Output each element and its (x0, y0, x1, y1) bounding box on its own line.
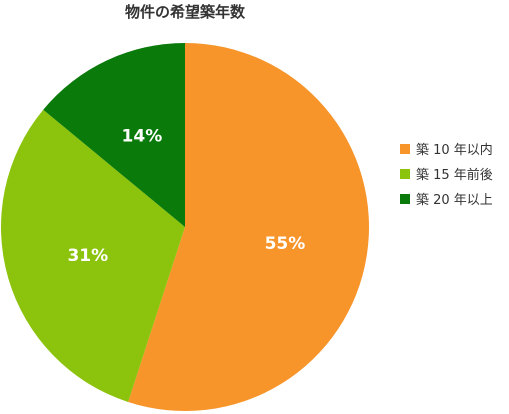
slice-value-label-3: 14% (122, 126, 163, 146)
legend-label-2: 築 15 年前後 (416, 167, 493, 183)
legend-item-3: 築 20 年以上 (400, 193, 493, 208)
pie-slice-1 (128, 43, 369, 411)
legend-swatch-2 (400, 169, 410, 179)
pie-slice-labels: 55% 31% 14% (67, 126, 305, 266)
chart-title: 物件の希望築年数 (125, 3, 246, 21)
slice-value-label-2: 31% (67, 246, 108, 266)
legend-item-2: 築 15 年前後 (400, 167, 493, 183)
pie-slices (0, 43, 369, 411)
legend-swatch-1 (400, 144, 410, 154)
legend-item-1: 築 10 年以内 (400, 142, 493, 158)
legend-swatch-3 (400, 194, 410, 204)
slice-value-label-1: 55% (265, 234, 306, 254)
legend-label-3: 築 20 年以上 (416, 193, 493, 208)
legend-label-1: 築 10 年以内 (416, 142, 493, 158)
pie-slice-3 (43, 43, 186, 227)
pie-slice-2 (0, 109, 185, 402)
